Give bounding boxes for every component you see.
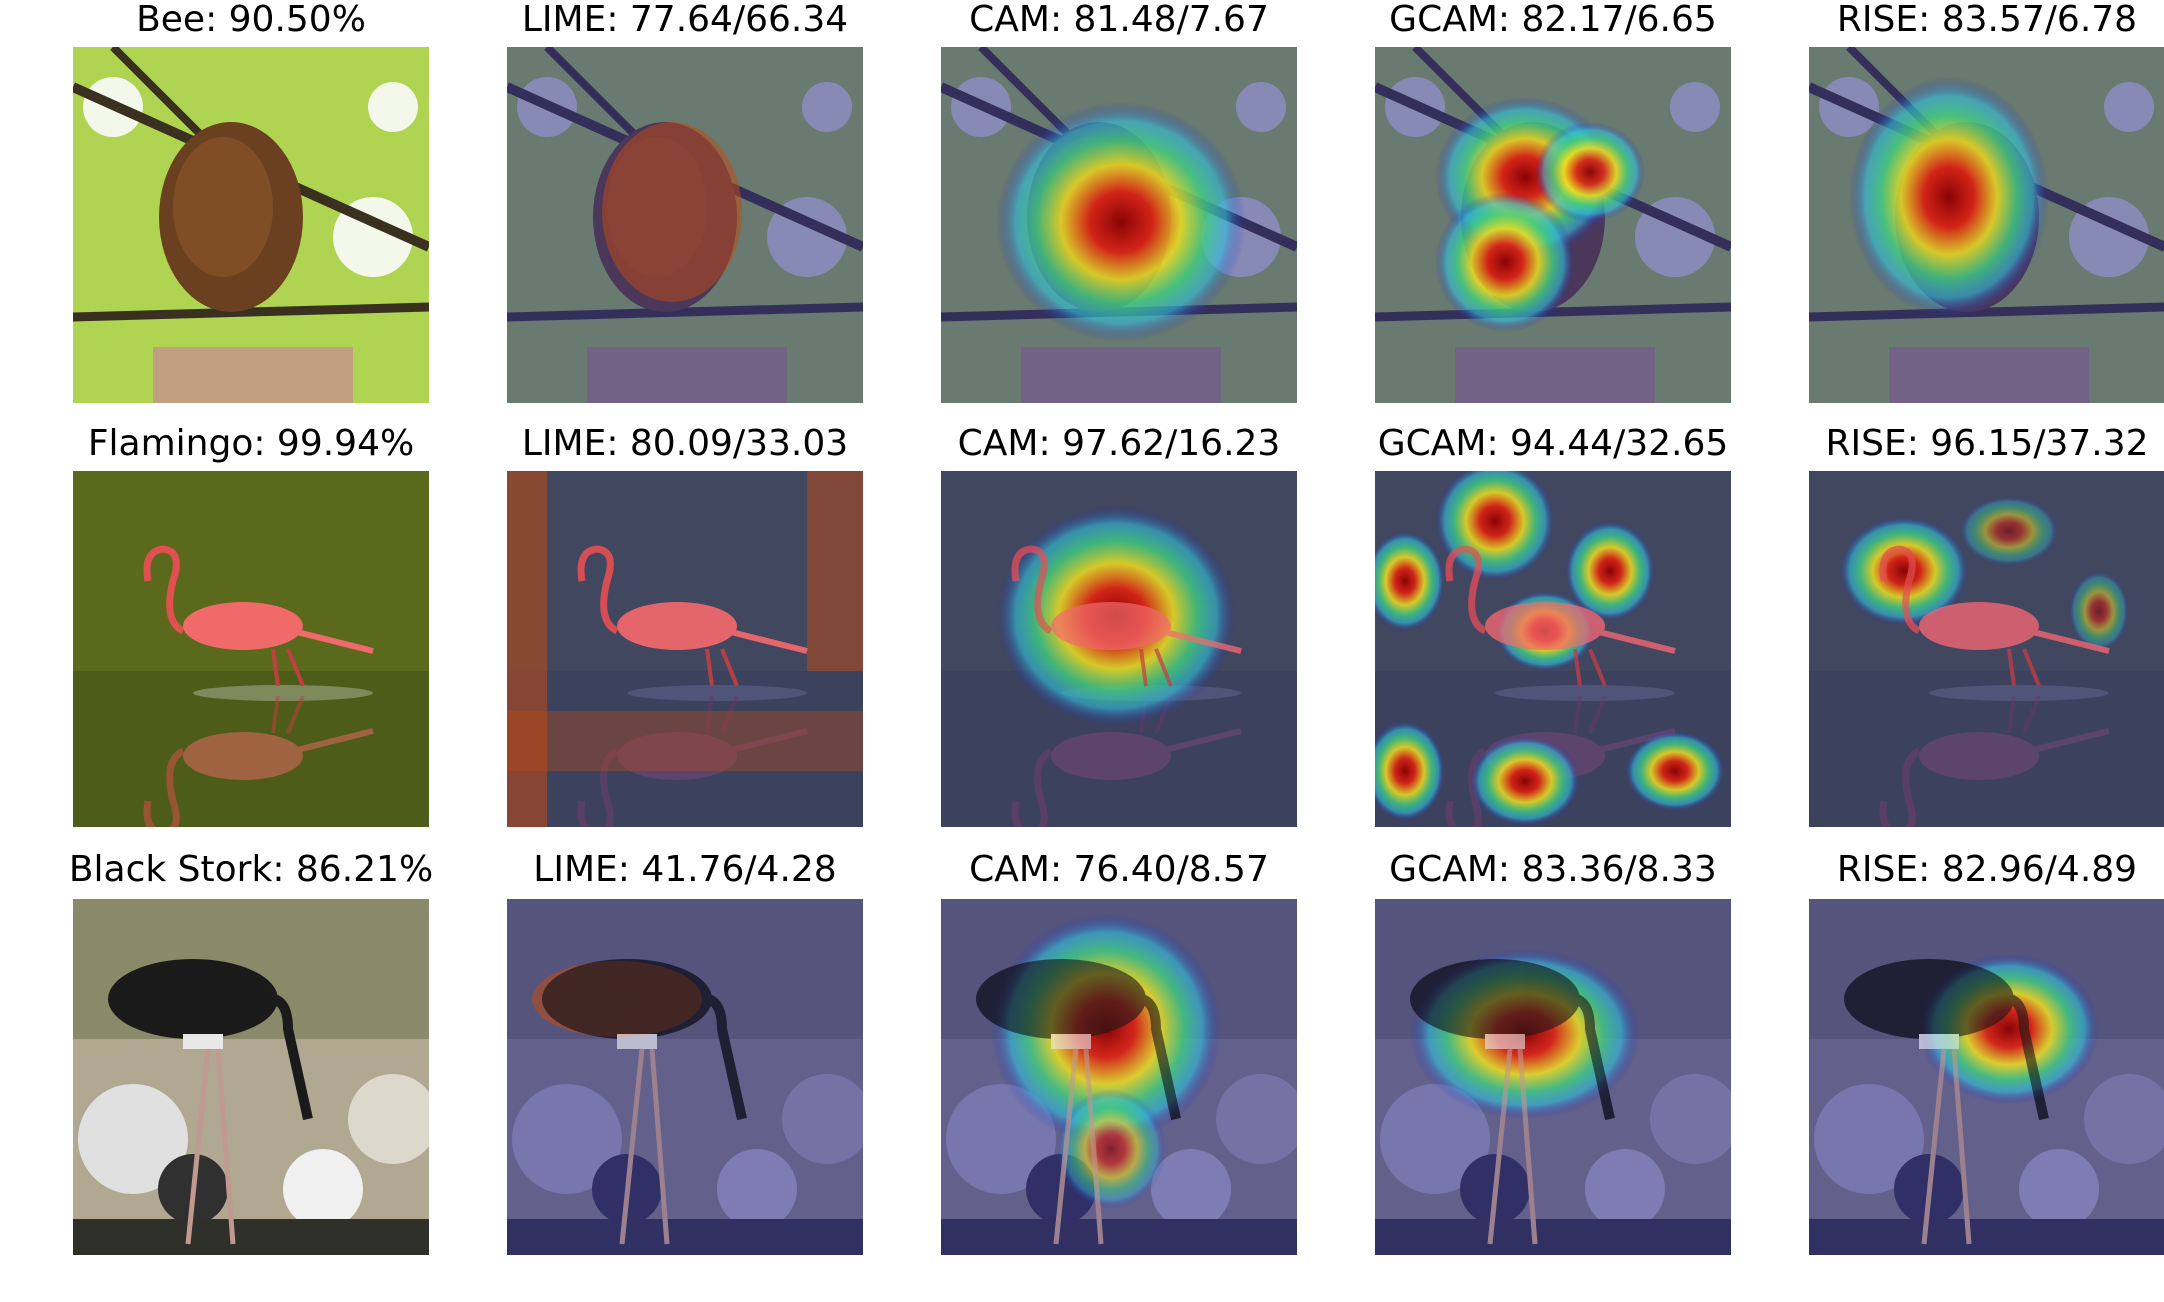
panel-title: GCAM: 94.44/32.65 xyxy=(1377,423,1729,464)
panel-title: CAM: 97.62/16.23 xyxy=(957,423,1281,464)
stork-cam-heatmap xyxy=(941,899,1297,1255)
stork-rise-heatmap xyxy=(1809,899,2164,1255)
stork-original-image xyxy=(73,899,429,1255)
panel-title: LIME: 77.64/66.34 xyxy=(521,0,849,40)
panel-title: RISE: 96.15/37.32 xyxy=(1825,423,2149,464)
panel-title: GCAM: 83.36/8.33 xyxy=(1389,849,1717,890)
panel-title: GCAM: 82.17/6.65 xyxy=(1389,0,1717,40)
stork-lime-image xyxy=(507,899,863,1255)
bee-image-svg xyxy=(73,47,429,403)
stork-gcam-heatmap xyxy=(1375,899,1731,1255)
bee-cam-heatmap xyxy=(941,47,1297,403)
flamingo-original-image xyxy=(73,471,429,827)
panel-title: RISE: 83.57/6.78 xyxy=(1836,0,2138,40)
flamingo-lime-image xyxy=(507,471,863,827)
panel-title: Flamingo: 99.94% xyxy=(87,423,415,464)
flamingo-gcam-heatmap xyxy=(1375,471,1731,827)
bee-lime-image xyxy=(507,47,863,403)
panel-title: RISE: 82.96/4.89 xyxy=(1836,849,2138,890)
bee-rise-heatmap xyxy=(1809,47,2164,403)
flamingo-cam-heatmap xyxy=(941,471,1297,827)
flamingo-rise-heatmap xyxy=(1809,471,2164,827)
panel-title: CAM: 76.40/8.57 xyxy=(969,849,1269,890)
panel-title: LIME: 80.09/33.03 xyxy=(521,423,849,464)
bee-gcam-heatmap xyxy=(1375,47,1731,403)
panel-title: CAM: 81.48/7.67 xyxy=(969,0,1269,40)
panel-title: Black Stork: 86.21% xyxy=(68,849,434,890)
bee-original-image xyxy=(73,47,429,403)
panel-title: LIME: 41.76/4.28 xyxy=(533,849,837,890)
panel-title: Bee: 90.50% xyxy=(136,0,366,40)
